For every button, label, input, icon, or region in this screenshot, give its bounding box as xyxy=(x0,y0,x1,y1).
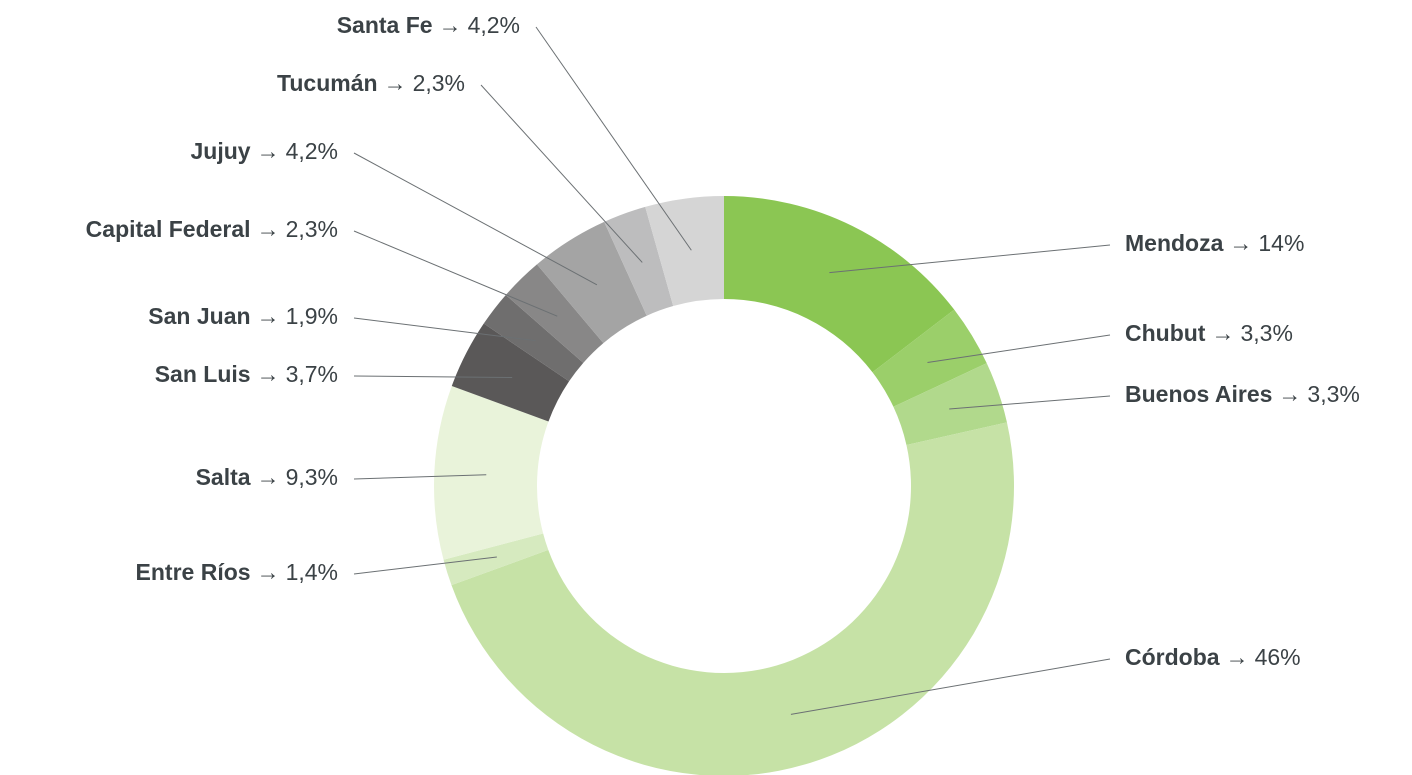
slice-label: Salta → 9,3% xyxy=(196,464,338,490)
donut-slice xyxy=(483,294,584,382)
slice-name: San Luis xyxy=(155,361,251,387)
leader-line xyxy=(927,334,1111,364)
slice-name: Córdoba xyxy=(1125,644,1220,670)
donut-slice xyxy=(893,363,1007,445)
slice-name: Jujuy xyxy=(190,138,250,164)
slice-name: Mendoza xyxy=(1125,230,1224,256)
slice-label: Capital Federal → 2,3% xyxy=(86,216,338,242)
leader-line xyxy=(829,244,1111,274)
separator: → xyxy=(257,464,280,490)
separator: → xyxy=(257,216,280,242)
slice-label: Santa Fe → 4,2% xyxy=(337,12,520,38)
slice-label: Chubut → 3,3% xyxy=(1125,320,1293,346)
slice-value: 46% xyxy=(1255,644,1301,670)
donut-slice xyxy=(505,264,604,363)
leader-line xyxy=(790,658,1111,715)
leader-line xyxy=(535,26,692,251)
separator: → xyxy=(439,12,462,38)
slice-label: Córdoba → 46% xyxy=(1125,644,1301,670)
slice-name: Santa Fe xyxy=(337,12,433,38)
slice-value: 9,3% xyxy=(286,464,338,490)
slice-name: Capital Federal xyxy=(86,216,251,242)
separator: → xyxy=(384,70,407,96)
separator: → xyxy=(257,303,280,329)
leader-line xyxy=(353,152,598,286)
slice-value: 2,3% xyxy=(286,216,338,242)
leader-line xyxy=(480,84,643,263)
donut-slice xyxy=(451,323,570,422)
leader-line xyxy=(353,556,497,575)
donut-slice xyxy=(433,385,549,560)
donut-slice xyxy=(451,422,1014,775)
slice-value: 14% xyxy=(1258,230,1304,256)
donut-slice xyxy=(872,309,987,407)
slice-name: Tucumán xyxy=(277,70,378,96)
slice-value: 2,3% xyxy=(413,70,465,96)
slice-name: San Juan xyxy=(148,303,250,329)
slice-value: 4,2% xyxy=(468,12,520,38)
slice-label: Buenos Aires → 3,3% xyxy=(1125,381,1360,407)
slice-label: Tucumán → 2,3% xyxy=(277,70,465,96)
separator: → xyxy=(1229,230,1252,256)
slice-value: 4,2% xyxy=(286,138,338,164)
donut-slice xyxy=(604,206,674,316)
separator: → xyxy=(257,361,280,387)
slice-name: Chubut xyxy=(1125,320,1206,346)
slice-label: Mendoza → 14% xyxy=(1125,230,1304,256)
separator: → xyxy=(257,559,280,585)
donut-slice xyxy=(645,196,724,307)
slice-label: San Luis → 3,7% xyxy=(155,361,338,387)
slice-value: 1,4% xyxy=(286,559,338,585)
donut-slice xyxy=(443,533,549,586)
separator: → xyxy=(257,138,280,164)
slice-name: Buenos Aires xyxy=(1125,381,1272,407)
separator: → xyxy=(1211,320,1234,346)
slice-label: Entre Ríos → 1,4% xyxy=(136,559,338,585)
slice-label: Jujuy → 4,2% xyxy=(190,138,338,164)
slice-name: Salta xyxy=(196,464,251,490)
slice-value: 1,9% xyxy=(286,303,338,329)
leader-line xyxy=(353,230,558,317)
separator: → xyxy=(1226,644,1249,670)
slice-value: 3,3% xyxy=(1240,320,1292,346)
donut-slice xyxy=(724,196,955,373)
slice-value: 3,3% xyxy=(1307,381,1359,407)
leader-line xyxy=(353,317,536,342)
slice-label: San Juan → 1,9% xyxy=(148,303,338,329)
slice-value: 3,7% xyxy=(286,361,338,387)
separator: → xyxy=(1278,381,1301,407)
leader-line xyxy=(353,375,513,378)
leader-line xyxy=(949,395,1111,410)
slice-name: Entre Ríos xyxy=(136,559,251,585)
leader-line xyxy=(353,474,487,480)
